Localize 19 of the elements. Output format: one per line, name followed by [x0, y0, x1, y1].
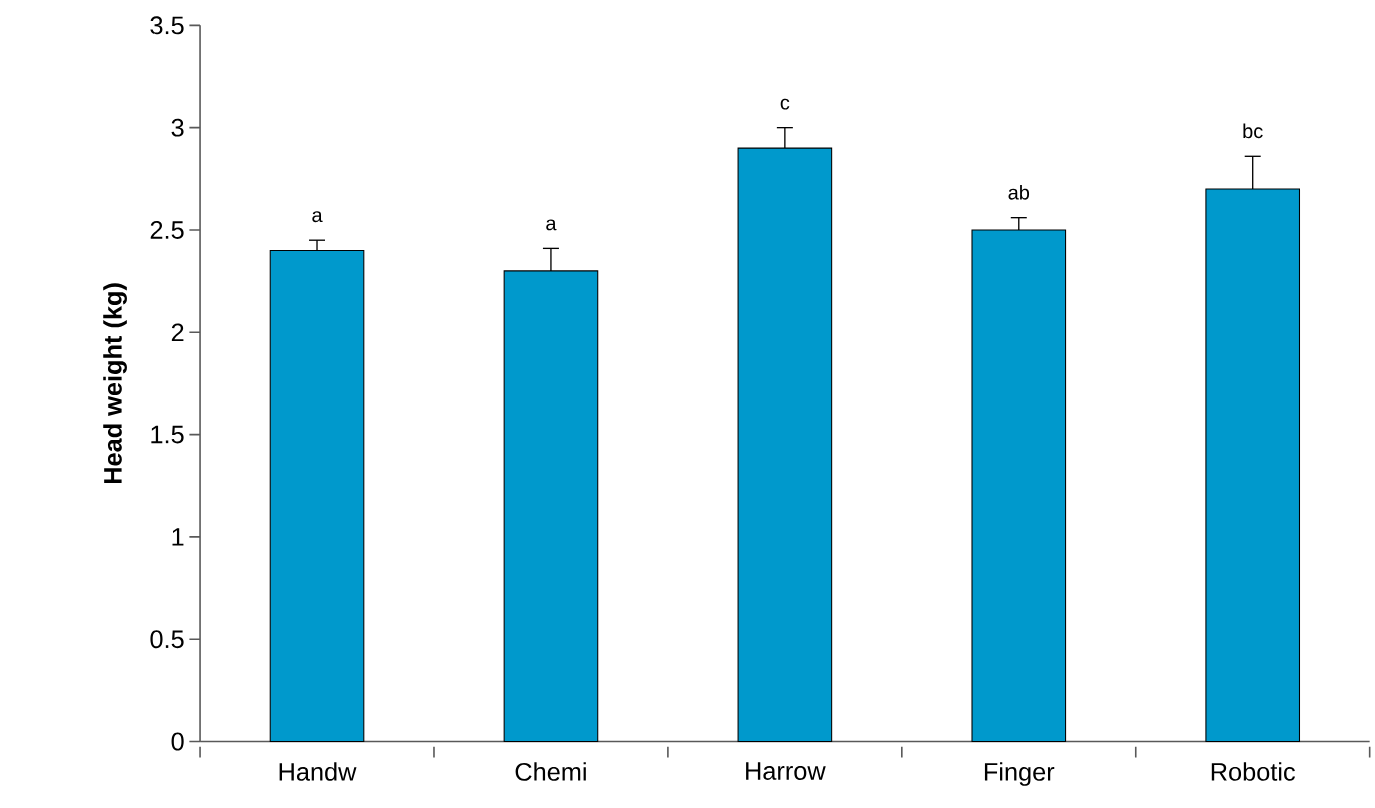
annotation: ab — [1008, 184, 1030, 200]
annotation: a — [546, 219, 557, 231]
x-tick-label: Handw — [279, 762, 357, 781]
x-tick-label: Chemi — [515, 762, 586, 781]
y-tick-label: 2.5 — [150, 220, 184, 239]
y-tick-label: 3 — [171, 118, 184, 137]
y-tick-label: 2 — [171, 323, 184, 342]
x-tick-label: Finger — [984, 762, 1055, 786]
annotation: c — [780, 98, 790, 110]
y-axis-title: Head weight (kg) — [103, 283, 127, 483]
y-tick-label: 1 — [172, 528, 184, 546]
y-tick-label: 0 — [171, 732, 184, 751]
x-tick-label: Robotic — [1211, 762, 1295, 781]
y-tick-label: 3.5 — [150, 16, 184, 35]
y-tick-label: 1.5 — [151, 425, 184, 444]
annotation: bc — [1243, 123, 1263, 139]
annotation: a — [312, 211, 323, 223]
y-tick-label: 0.5 — [150, 630, 184, 649]
x-tick-label: Harrow — [746, 762, 826, 780]
